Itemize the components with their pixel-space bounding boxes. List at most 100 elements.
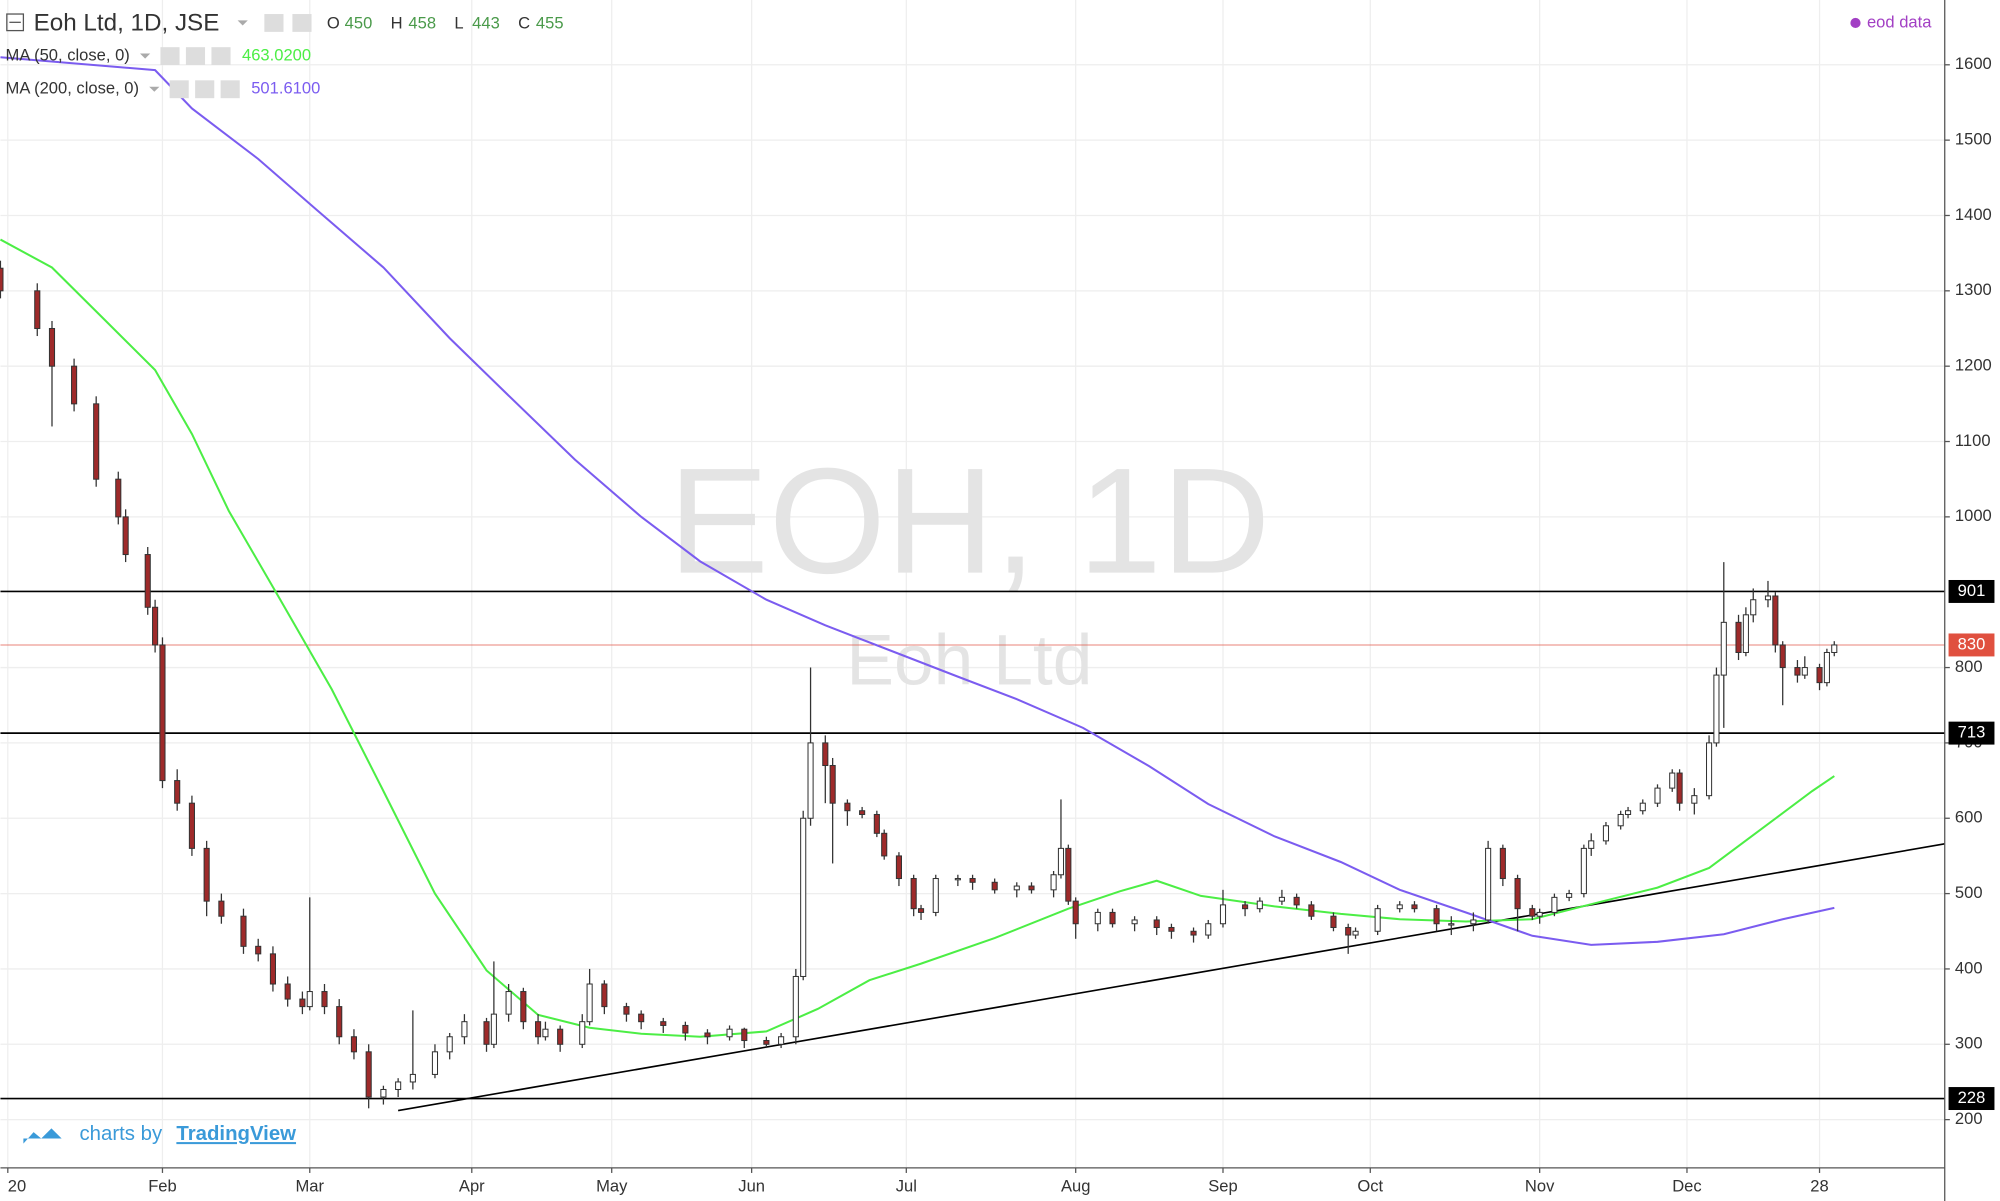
candle-body bbox=[778, 1036, 785, 1045]
settings-icon[interactable] bbox=[185, 47, 206, 66]
candle-body bbox=[1514, 878, 1521, 910]
candle-body bbox=[1433, 908, 1440, 925]
candle-body bbox=[601, 983, 608, 1008]
candle-body bbox=[535, 1021, 542, 1038]
candle-body bbox=[1396, 904, 1403, 910]
candle-body bbox=[873, 813, 880, 834]
candle-body bbox=[1485, 847, 1492, 921]
candle-body bbox=[1624, 810, 1632, 815]
candle-body bbox=[1094, 911, 1101, 925]
candle-body bbox=[395, 1081, 402, 1091]
candle-body bbox=[71, 365, 78, 405]
candle-body bbox=[1772, 595, 1779, 646]
ma-name[interactable]: MA (50, close, 0) bbox=[6, 45, 130, 64]
x-tick-label: Oct bbox=[1357, 1176, 1383, 1195]
level-label-box bbox=[1948, 1087, 1995, 1111]
candle-body bbox=[321, 991, 328, 1008]
candle-body bbox=[240, 915, 247, 947]
candle-body bbox=[409, 1073, 416, 1083]
x-tick-label: Mar bbox=[295, 1176, 324, 1195]
ohlc-value: 450 bbox=[345, 14, 373, 33]
candle-body bbox=[1308, 904, 1315, 917]
candle-body bbox=[1713, 674, 1720, 744]
y-tick-label: 600 bbox=[1955, 808, 1983, 827]
ohlc-key: L bbox=[454, 14, 463, 33]
brand-link[interactable]: TradingView bbox=[176, 1123, 296, 1145]
y-tick-label: 200 bbox=[1955, 1109, 1983, 1128]
ma-name[interactable]: MA (200, close, 0) bbox=[6, 79, 139, 98]
candle-body bbox=[1278, 896, 1285, 902]
candle-body bbox=[1551, 896, 1558, 913]
ma-last-value: 501.6100 bbox=[251, 79, 320, 98]
candle-body bbox=[586, 983, 593, 1023]
candle-body bbox=[1536, 911, 1543, 917]
candle-body bbox=[1742, 614, 1749, 653]
ohlc-value: 458 bbox=[408, 14, 436, 33]
settings-icon[interactable] bbox=[292, 14, 312, 32]
x-tick-label: Feb bbox=[148, 1176, 177, 1195]
candle-body bbox=[1256, 900, 1263, 910]
candle-body bbox=[807, 742, 814, 819]
candle-body bbox=[1205, 923, 1212, 936]
x-tick-label: May bbox=[596, 1176, 628, 1195]
y-tick-label: 1100 bbox=[1955, 431, 1991, 450]
y-tick-label: 800 bbox=[1955, 657, 1983, 676]
source-label: eod data bbox=[1867, 12, 1932, 31]
y-tick-label: 1400 bbox=[1955, 205, 1992, 224]
candle-body bbox=[144, 554, 151, 608]
candle-body bbox=[350, 1036, 358, 1053]
candle-body bbox=[638, 1013, 645, 1023]
ohlc-header: O 450 H 458 L 443 C 455 bbox=[327, 14, 564, 33]
candle-body bbox=[336, 1006, 343, 1038]
candle-body bbox=[1345, 926, 1352, 936]
level-label-box bbox=[1948, 579, 1995, 603]
settings-icon[interactable] bbox=[195, 80, 215, 99]
ohlc-value: 443 bbox=[472, 14, 500, 33]
candle-body bbox=[1588, 840, 1595, 849]
brand-logo[interactable] bbox=[23, 1128, 62, 1144]
candle-body bbox=[461, 1021, 468, 1038]
settings-icon[interactable] bbox=[160, 47, 180, 66]
collapse-icon[interactable] bbox=[6, 13, 25, 32]
dropdown-arrow[interactable] bbox=[237, 20, 248, 26]
candle-body bbox=[159, 644, 166, 782]
candle-body bbox=[1190, 930, 1197, 936]
candle-body bbox=[969, 878, 976, 883]
candle-body bbox=[152, 606, 159, 646]
candle-body bbox=[557, 1028, 564, 1045]
candle-body bbox=[299, 998, 306, 1008]
candle-body bbox=[660, 1021, 667, 1026]
candle-body bbox=[1669, 772, 1676, 789]
dropdown-arrow[interactable] bbox=[140, 53, 151, 59]
candle-body bbox=[1242, 904, 1249, 910]
grid bbox=[0, 0, 1945, 1168]
settings-icon[interactable] bbox=[264, 14, 284, 32]
candle-body bbox=[741, 1028, 748, 1042]
candle-body bbox=[1691, 795, 1698, 804]
symbol-title[interactable]: Eoh Ltd, 1D, JSE bbox=[34, 10, 220, 37]
candle-body bbox=[1013, 885, 1020, 891]
ohlc-key: C bbox=[518, 14, 530, 33]
candle-body bbox=[483, 1021, 490, 1045]
dropdown-arrow[interactable] bbox=[149, 86, 160, 92]
y-tick-label: 1000 bbox=[1955, 506, 1992, 525]
candle-body bbox=[34, 290, 41, 330]
x-tick-label: Nov bbox=[1525, 1176, 1555, 1195]
candle-body bbox=[1529, 908, 1536, 917]
settings-icon[interactable] bbox=[169, 80, 189, 99]
candle-body bbox=[365, 1051, 372, 1098]
candle-body bbox=[284, 983, 291, 1000]
candle-body bbox=[1028, 885, 1035, 891]
candle-body bbox=[991, 881, 998, 891]
settings-icon[interactable] bbox=[211, 47, 231, 66]
candle-body bbox=[380, 1088, 387, 1098]
candle-body bbox=[1764, 595, 1772, 601]
candle-body bbox=[1602, 825, 1610, 842]
candle-body bbox=[763, 1040, 770, 1045]
candle-body bbox=[1352, 930, 1359, 936]
ohlc-key: H bbox=[391, 14, 403, 33]
x-tick-label: Dec bbox=[1672, 1176, 1701, 1195]
settings-icon[interactable] bbox=[220, 80, 240, 99]
candle-body bbox=[881, 832, 888, 857]
